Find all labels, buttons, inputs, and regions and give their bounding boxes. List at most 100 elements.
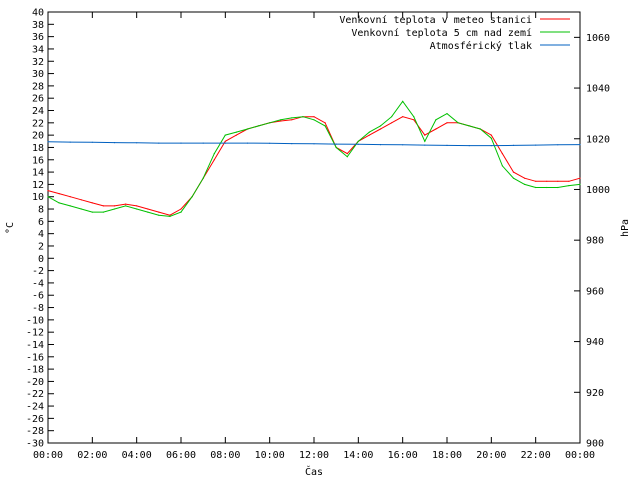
- series-3-point: [402, 144, 404, 146]
- y-left-tick-label: 28: [32, 81, 44, 92]
- series-1-point: [113, 205, 116, 207]
- series-3-point: [269, 142, 271, 144]
- series-2-point: [125, 205, 127, 207]
- y-left-tick-label: 26: [32, 94, 44, 105]
- series-3-point: [136, 142, 138, 144]
- series-2-point: [202, 177, 204, 179]
- series-1-point: [512, 171, 515, 173]
- series-2-point: [91, 211, 93, 213]
- series-1-point: [490, 134, 492, 136]
- series-2-point: [391, 116, 393, 118]
- x-tick-label: 08:00: [210, 450, 240, 461]
- series-3-point: [579, 144, 581, 146]
- x-tick-label: 18:00: [432, 450, 462, 461]
- series-1-point: [169, 214, 171, 216]
- series-line-2: [47, 100, 581, 217]
- legend-label-2: Venkovní teplota 5 cm nad zemí: [351, 27, 532, 39]
- series-1-point: [391, 122, 393, 124]
- series-2-point: [80, 208, 82, 210]
- y-left-tick-label: 38: [32, 20, 44, 31]
- y-right-tick-label: 980: [586, 236, 604, 247]
- series-2-point: [501, 165, 503, 167]
- series-1-point: [435, 128, 437, 130]
- series-1-point: [47, 190, 49, 192]
- series-3-point: [180, 142, 182, 144]
- x-tick-label: 20:00: [476, 450, 506, 461]
- y-left-tick-label: 4: [38, 229, 44, 240]
- series-2-point: [424, 140, 426, 142]
- legend-label-1: Venkovní teplota v meteo stanici: [339, 14, 532, 26]
- series-1-point: [546, 180, 548, 182]
- series-2-point: [102, 211, 104, 213]
- series-3-point: [113, 142, 116, 144]
- series-1-point: [501, 153, 503, 155]
- y-right-tick-label: 1040: [586, 84, 610, 95]
- y-left-tick-label: -18: [26, 365, 44, 376]
- y-left-tick-label: 8: [38, 205, 44, 216]
- series-2-point: [413, 116, 415, 118]
- series-1-point: [346, 153, 348, 155]
- plot-frame: [47, 11, 581, 444]
- series-1-point: [368, 134, 370, 136]
- x-tick-label: 16:00: [388, 450, 418, 461]
- y-left-tick-label: 20: [32, 131, 44, 142]
- series-1-point: [379, 128, 382, 130]
- series-3-point: [335, 143, 337, 145]
- series-1-point: [524, 177, 526, 179]
- y-left-tick-label: -12: [26, 328, 44, 339]
- series-2-point: [58, 202, 60, 204]
- y-left-tick-label: 40: [32, 8, 44, 19]
- series-2-point: [335, 146, 337, 149]
- series-2-point: [579, 183, 581, 185]
- y-axis-left-title: °C: [5, 222, 16, 234]
- x-tick-label: 00:00: [33, 450, 63, 461]
- series-1-point: [213, 159, 215, 161]
- right-axis-ticks: 1060 1040 1020 1000 980 960 940 920 900: [574, 33, 610, 450]
- series-1-point: [313, 116, 315, 118]
- series-3-point: [357, 143, 359, 145]
- y-left-tick-label: -10: [26, 315, 44, 326]
- y-left-tick-label: 24: [32, 106, 44, 117]
- y-left-tick-label: -20: [26, 377, 44, 388]
- series-3-point: [379, 144, 382, 146]
- y-left-tick-label: -4: [32, 278, 44, 289]
- y-left-tick-label: -8: [32, 303, 44, 314]
- series-2-point: [402, 100, 404, 102]
- series-1-point: [102, 205, 104, 207]
- series-2-point: [191, 196, 193, 198]
- series-2-point: [158, 214, 160, 216]
- series-1-point: [58, 193, 60, 195]
- y-left-tick-label: -16: [26, 352, 44, 363]
- y-left-tick-label: -26: [26, 414, 44, 425]
- series-3-point: [69, 141, 71, 143]
- y-right-tick-label: 1020: [586, 134, 610, 145]
- series-1-point: [91, 202, 93, 204]
- series-3-point: [158, 142, 160, 144]
- series-2-point: [246, 128, 249, 130]
- legend-label-3: Atmosférický tlak: [430, 40, 532, 52]
- series-1-point: [80, 199, 82, 201]
- series-2-point: [524, 183, 526, 185]
- series-3-point: [446, 144, 448, 146]
- x-tick-label: 04:00: [122, 450, 152, 461]
- y-right-tick-label: 1000: [586, 185, 610, 196]
- series-layer: [47, 100, 581, 217]
- series-2-point: [535, 186, 537, 189]
- series-1-point: [402, 116, 404, 118]
- series-3-point: [557, 144, 559, 146]
- y-left-tick-label: -2: [32, 266, 44, 277]
- series-3-point: [512, 144, 515, 146]
- series-2-point: [258, 125, 260, 127]
- y-left-tick-label: -22: [26, 389, 44, 400]
- series-2-point: [269, 122, 271, 124]
- series-2-point: [213, 153, 215, 155]
- series-2-point: [235, 131, 237, 133]
- series-2-point: [357, 140, 359, 142]
- y-left-tick-label: 32: [32, 57, 44, 68]
- y-left-tick-label: 18: [32, 143, 44, 154]
- series-1-point: [557, 180, 559, 182]
- x-tick-label: 14:00: [343, 450, 373, 461]
- series-2-point: [446, 113, 448, 115]
- series-1-point: [136, 205, 138, 207]
- series-2-point: [224, 134, 226, 136]
